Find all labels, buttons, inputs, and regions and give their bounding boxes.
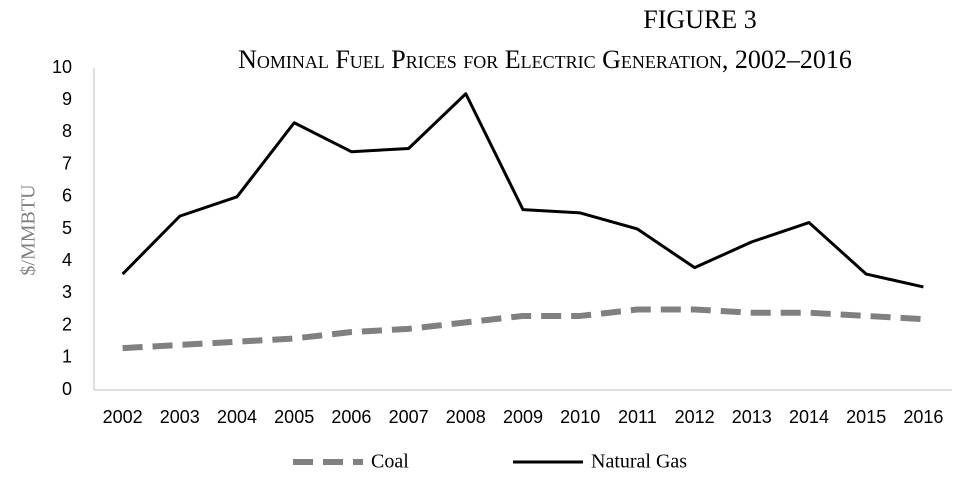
- x-tick-label: 2004: [217, 407, 257, 427]
- y-tick-label: 10: [52, 57, 72, 77]
- x-tick-label: 2003: [160, 407, 200, 427]
- y-tick-label: 1: [62, 347, 72, 367]
- x-tick-label: 2005: [274, 407, 314, 427]
- y-tick-label: 7: [62, 153, 72, 173]
- chart-title: FIGURE 3: [643, 5, 756, 34]
- y-tick-label: 6: [62, 186, 72, 206]
- x-tick-label: 2006: [331, 407, 371, 427]
- y-tick-label: 0: [62, 379, 72, 399]
- y-tick-label: 9: [62, 89, 72, 109]
- x-tick-label: 2012: [675, 407, 715, 427]
- series-line: [121, 92, 924, 289]
- y-tick-label: 3: [62, 282, 72, 302]
- y-tick-label: 2: [62, 314, 72, 334]
- chart-subtitle: Nominal Fuel Prices for Electric Generat…: [238, 45, 852, 74]
- y-tick-label: 5: [62, 218, 72, 238]
- x-tick-label: 2015: [846, 407, 886, 427]
- x-tick-label: 2002: [103, 407, 143, 427]
- legend-label: Coal: [371, 451, 409, 473]
- series-line: [122, 306, 924, 352]
- x-tick-label: 2010: [560, 407, 600, 427]
- x-tick-label: 2009: [503, 407, 543, 427]
- x-tick-label: 2014: [789, 407, 829, 427]
- x-tick-label: 2007: [389, 407, 429, 427]
- x-tick-label: 2013: [732, 407, 772, 427]
- x-tick-label: 2016: [903, 407, 943, 427]
- y-axis-label: $/MMBTU: [18, 184, 40, 276]
- x-tick-label: 2008: [446, 407, 486, 427]
- y-tick-label: 4: [62, 250, 72, 270]
- legend-label: Natural Gas: [591, 451, 687, 473]
- y-tick-label: 8: [62, 121, 72, 141]
- x-tick-label: 2011: [618, 407, 657, 427]
